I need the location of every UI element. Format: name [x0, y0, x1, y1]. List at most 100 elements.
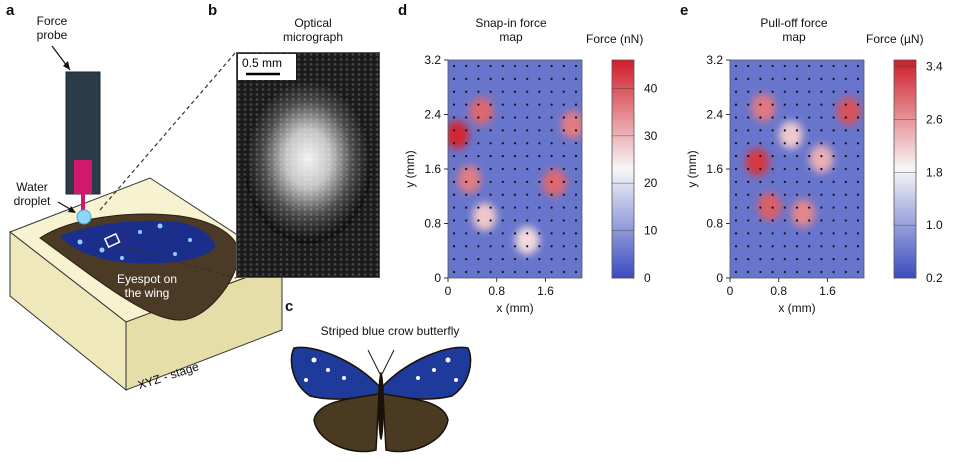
pull-off-grid-point: [844, 129, 847, 132]
snap-in-grid-point: [513, 155, 517, 158]
snap-in-grid-point: [513, 270, 517, 274]
pull-off-grid-point: [832, 258, 835, 261]
water-droplet-label: Water droplet: [2, 180, 62, 208]
snap-in-grid-point: [562, 77, 565, 80]
pull-off-grid-point: [734, 90, 738, 93]
water-droplet-arrowhead: [68, 206, 76, 213]
snap-in-grid-point: [465, 232, 468, 235]
butterfly-spot: [445, 357, 451, 363]
snap-in-grid-point: [562, 142, 565, 145]
pull-off-grid-point: [820, 77, 823, 80]
snap-in-grid-point: [538, 155, 541, 158]
snap-in-grid-point: [477, 232, 480, 235]
snap-in-grid-point: [489, 116, 492, 119]
snap-in-grid-point: [489, 270, 492, 274]
pull-off-grid-point: [832, 206, 835, 209]
pull-off-grid-point: [856, 180, 860, 183]
pull-off-grid-point: [771, 167, 774, 171]
butterfly-spot: [432, 368, 436, 372]
pull-off-grid-point: [820, 219, 823, 222]
force-probe-label-line1: Force: [36, 14, 68, 28]
pull-off-grid-point: [783, 245, 786, 248]
pull-off-grid-point: [771, 155, 774, 158]
pull-off-grid-point: [808, 116, 811, 119]
pull-off-grid-point: [747, 180, 750, 183]
snap-in-grid-point: [550, 167, 553, 171]
snap-in-grid-point: [562, 180, 565, 183]
pull-off-grid-point: [759, 219, 762, 222]
butterfly-body: [378, 372, 384, 440]
pull-off-grid-point: [771, 77, 774, 80]
force-probe-needle: [81, 194, 85, 212]
pull-off-grid-point: [771, 219, 774, 222]
pull-off-hotspot: [778, 120, 803, 149]
wing-spot: [188, 238, 192, 242]
pull-off-grid-point: [832, 245, 835, 248]
pull-off-grid-point: [844, 180, 847, 183]
butterfly-left-hindwing: [313, 393, 380, 453]
snap-in-grid-point: [513, 232, 517, 235]
snap-in-grid-point: [513, 129, 517, 132]
snap-in-grid-point: [513, 206, 517, 209]
pull-off-grid-point: [759, 142, 762, 145]
snap-in-grid-point: [513, 77, 517, 80]
pull-off-grid-point: [844, 193, 847, 196]
pull-off-grid-point: [820, 180, 823, 183]
butterfly-spot: [342, 376, 346, 380]
snap-in-grid-point: [538, 180, 541, 183]
pull-off-grid-point: [808, 219, 811, 222]
pull-off-grid-point: [856, 103, 860, 106]
snap-in-colorbar-tick-label: 0: [644, 271, 651, 285]
pull-off-grid-point: [808, 258, 811, 261]
pull-off-grid-point: [832, 77, 835, 80]
snap-in-grid-point: [550, 206, 553, 209]
snap-in-grid-point: [550, 270, 553, 274]
pull-off-grid-point: [734, 258, 738, 261]
pull-off-grid-point: [759, 232, 762, 235]
pull-off-grid-point: [856, 77, 860, 80]
water-droplet-label-line1: Water: [16, 180, 48, 194]
pull-off-colorbar-tick-label: 2.6: [926, 112, 943, 126]
pull-off-grid-point: [856, 155, 860, 158]
pull-off-grid-point: [747, 103, 750, 106]
pull-off-grid-point: [795, 167, 799, 171]
snap-in-grid-point: [550, 116, 553, 119]
snap-in-grid-point: [465, 219, 468, 222]
pull-off-grid-point: [771, 232, 774, 235]
snap-in-grid-point: [452, 258, 456, 261]
snap-in-grid-point: [526, 258, 529, 261]
zoom-line-top: [99, 51, 237, 211]
snap-in-grid-point: [562, 155, 565, 158]
pull-off-grid-point: [795, 232, 799, 235]
snap-in-grid-point: [562, 193, 565, 196]
pull-off-grid-point: [759, 245, 762, 248]
force-probe-body: [65, 71, 101, 195]
pull-off-grid-point: [808, 64, 811, 68]
snap-in-grid-point: [513, 116, 517, 119]
setup-illustration: XYZ - stage: [8, 45, 284, 392]
snap-in-grid-point: [477, 64, 480, 68]
pull-off-grid-point: [844, 142, 847, 145]
pull-off-grid-point: [795, 219, 799, 222]
snap-in-hotspot: [469, 97, 494, 126]
wing-spot: [138, 230, 142, 234]
pull-off-grid-point: [856, 270, 860, 274]
pull-off-grid-point: [734, 232, 738, 235]
snap-in-grid-point: [465, 155, 468, 158]
snap-in-grid-point: [574, 116, 578, 119]
butterfly-left-forewing: [290, 346, 380, 400]
force-probe-label-line2: probe: [36, 28, 68, 42]
snap-in-grid-point: [526, 90, 529, 93]
pull-off-grid-point: [844, 64, 847, 68]
pull-off-grid-point: [808, 245, 811, 248]
zoom-line-bottom: [119, 245, 237, 279]
snap-in-grid-point: [477, 142, 480, 145]
snap-in-grid-point: [538, 64, 541, 68]
snap-in-grid-point: [562, 167, 565, 171]
pull-off-grid-point: [795, 116, 799, 119]
panel-e-letter: e: [680, 2, 689, 19]
pull-off-y-tick-label: 0: [716, 271, 723, 285]
snap-in-grid-point: [489, 155, 492, 158]
snap-in-grid-point: [477, 129, 480, 132]
pull-off-grid-point: [808, 167, 811, 171]
